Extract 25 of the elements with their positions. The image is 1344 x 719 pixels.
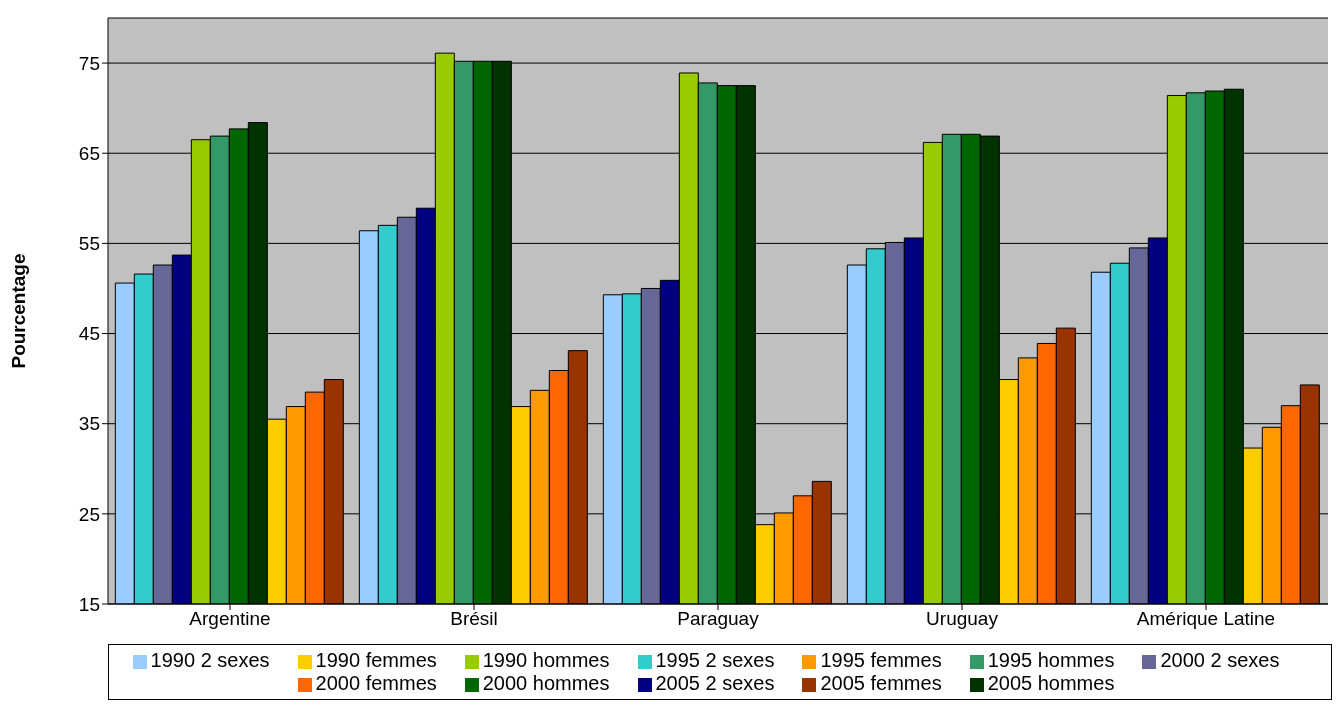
x-tick-label: Amérique Latine — [1136, 608, 1276, 630]
x-tick-label: Paraguay — [677, 608, 760, 630]
y-axis-title: Pourcentage — [7, 253, 29, 369]
y-tick-label: 15 — [78, 593, 100, 615]
legend-label: 1990 femmes — [315, 649, 437, 671]
x-tick-label: Brésil — [450, 608, 498, 630]
legend-label: 1990 hommes — [482, 649, 610, 671]
y-tick-label: 25 — [78, 503, 100, 525]
legend-label: 2005 femmes — [820, 672, 942, 694]
y-tick-label: 35 — [78, 413, 100, 435]
x-tick-label: Argentine — [189, 608, 271, 630]
legend-label: 1995 femmes — [820, 649, 942, 671]
legend-label: 2000 hommes — [482, 672, 610, 694]
legend-label: 2005 2 sexes — [655, 672, 775, 694]
legend-label: 2000 2 sexes — [1160, 649, 1280, 671]
y-tick-label: 65 — [78, 142, 100, 164]
y-tick-label: 45 — [78, 323, 100, 345]
y-tick-label: 75 — [78, 52, 100, 74]
legend-label: 2000 femmes — [315, 672, 437, 694]
x-tick-label: Uruguay — [926, 608, 999, 630]
legend-label: 1995 hommes — [987, 649, 1115, 671]
legend-label: 2005 hommes — [987, 672, 1115, 694]
legend-label: 1990 2 sexes — [150, 649, 270, 671]
legend-label: 1995 2 sexes — [655, 649, 775, 671]
y-tick-label: 55 — [78, 233, 100, 255]
